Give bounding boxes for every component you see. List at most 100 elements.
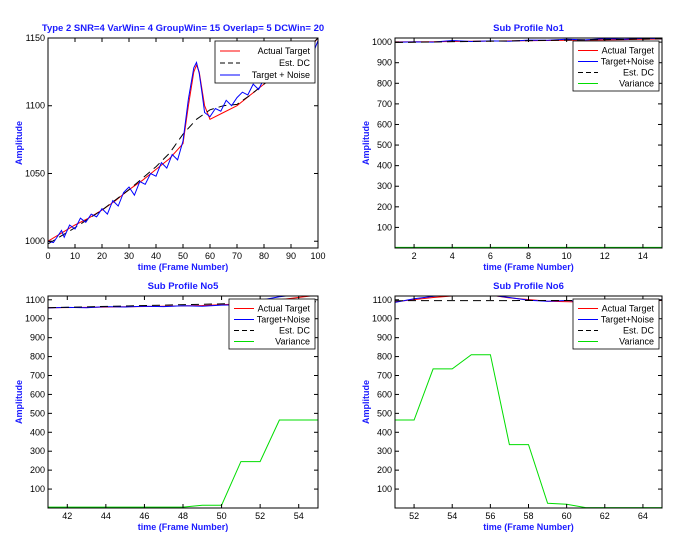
x-tick-label: 60 — [562, 511, 572, 521]
y-tick-label: 400 — [377, 161, 392, 171]
legend-entry: Variance — [619, 79, 654, 89]
chart-title: Sub Profile No6 — [493, 281, 564, 292]
legend-entry: Target + Noise — [252, 70, 310, 80]
legend-entry: Est. DC — [279, 326, 311, 336]
y-tick-label: 800 — [377, 352, 392, 362]
y-tick-label: 300 — [30, 446, 45, 456]
legend-entry: Target+Noise — [601, 57, 654, 67]
y-tick-label: 1000 — [25, 236, 45, 246]
y-axis-label: Amplitude — [361, 121, 371, 165]
chart-title: Sub Profile No5 — [148, 281, 219, 292]
x-tick-label: 64 — [638, 511, 648, 521]
y-tick-label: 500 — [30, 408, 45, 418]
x-tick-label: 42 — [62, 511, 72, 521]
y-tick-label: 1150 — [26, 33, 45, 43]
y-tick-label: 300 — [377, 446, 392, 456]
y-tick-label: 900 — [377, 333, 392, 343]
chart-title: Sub Profile No1 — [493, 23, 564, 34]
y-tick-label: 400 — [377, 427, 392, 437]
x-tick-label: 52 — [409, 511, 419, 521]
x-tick-label: 8 — [526, 251, 531, 261]
legend-entry: Variance — [619, 337, 654, 347]
x-tick-label: 70 — [232, 251, 242, 261]
chart-panel-3: Sub Profile No5 42 44 46 48 50 52 54 100 200 300 40… — [14, 281, 319, 532]
y-tick-label: 500 — [377, 140, 392, 150]
legend-entry: Actual Target — [258, 46, 311, 56]
legend-box — [572, 298, 660, 350]
y-tick-label: 1000 — [25, 314, 45, 324]
x-tick-label: 80 — [259, 251, 269, 261]
y-tick-label: 1000 — [372, 37, 392, 47]
y-axis-label: Amplitude — [14, 380, 24, 424]
x-tick-label: 30 — [124, 251, 134, 261]
x-tick-label: 2 — [412, 251, 417, 261]
x-tick-label: 90 — [286, 251, 296, 261]
y-tick-label: 200 — [30, 465, 45, 475]
x-tick-label: 60 — [205, 251, 215, 261]
x-tick-label: 14 — [638, 251, 648, 261]
chart-panel-1: Type 2 SNR=4 VarWin= 4 GroupWin= 15 Over… — [14, 23, 326, 272]
y-tick-label: 200 — [377, 465, 392, 475]
legend-box — [572, 40, 660, 92]
series-line-target-noise — [48, 296, 291, 309]
x-tick-label: 54 — [447, 511, 457, 521]
x-tick-label: 20 — [97, 251, 107, 261]
series-line-est-dc — [48, 38, 318, 245]
y-tick-label: 100 — [377, 484, 392, 494]
y-tick-label: 1100 — [373, 295, 392, 305]
y-tick-label: 600 — [30, 389, 45, 399]
series-line-variance — [48, 419, 318, 508]
x-tick-label: 100 — [310, 251, 325, 261]
y-axis-label: Amplitude — [361, 380, 371, 424]
legend-entry: Actual Target — [602, 304, 655, 314]
x-tick-label: 0 — [45, 251, 50, 261]
y-tick-label: 900 — [377, 58, 392, 68]
y-tick-label: 200 — [377, 202, 392, 212]
x-axis-label: time (Frame Number) — [483, 522, 574, 532]
y-tick-label: 1100 — [26, 295, 45, 305]
chart-panel-2: Sub Profile No1 2 4 6 8 10 12 14 100 200 300 400 500… — [361, 23, 663, 272]
x-axis-label: time (Frame Number) — [138, 262, 229, 272]
legend-box — [214, 40, 316, 84]
x-axis-label: time (Frame Number) — [138, 522, 229, 532]
legend-entry: Actual Target — [258, 304, 311, 314]
y-tick-label: 600 — [377, 389, 392, 399]
y-tick-label: 400 — [30, 427, 45, 437]
legend-box — [228, 298, 316, 350]
y-tick-label: 300 — [377, 181, 392, 191]
x-axis-label: time (Frame Number) — [483, 262, 574, 272]
y-tick-label: 1000 — [372, 314, 392, 324]
x-tick-label: 56 — [485, 511, 495, 521]
x-tick-label: 10 — [70, 251, 80, 261]
x-tick-label: 50 — [217, 511, 227, 521]
legend-entry: Est. DC — [279, 58, 311, 68]
legend-entry: Target+Noise — [257, 315, 310, 325]
legend-entry: Actual Target — [602, 46, 655, 56]
y-tick-label: 500 — [377, 408, 392, 418]
legend: Actual Target Est. DC Target + Noise — [214, 40, 316, 84]
legend-entry: Target+Noise — [601, 315, 654, 325]
y-tick-label: 1050 — [25, 168, 45, 178]
y-tick-label: 800 — [377, 78, 392, 88]
y-tick-label: 700 — [377, 371, 392, 381]
y-tick-label: 800 — [30, 352, 45, 362]
legend-entry: Est. DC — [623, 68, 655, 78]
chart-panel-4: Sub Profile No6 52 54 56 58 60 62 64 100 200 300 40… — [361, 281, 663, 532]
y-tick-label: 700 — [377, 99, 392, 109]
x-tick-label: 12 — [600, 251, 610, 261]
chart-title: Type 2 SNR=4 VarWin= 4 GroupWin= 15 Over… — [42, 23, 324, 34]
x-tick-label: 10 — [562, 251, 572, 261]
x-tick-label: 48 — [178, 511, 188, 521]
legend-entry: Variance — [275, 337, 310, 347]
x-tick-label: 50 — [178, 251, 188, 261]
y-tick-label: 100 — [30, 484, 45, 494]
x-tick-label: 44 — [101, 511, 111, 521]
y-tick-label: 100 — [377, 222, 392, 232]
y-tick-label: 900 — [30, 333, 45, 343]
y-tick-label: 1100 — [26, 101, 45, 111]
x-tick-label: 58 — [523, 511, 533, 521]
y-tick-label: 600 — [377, 119, 392, 129]
